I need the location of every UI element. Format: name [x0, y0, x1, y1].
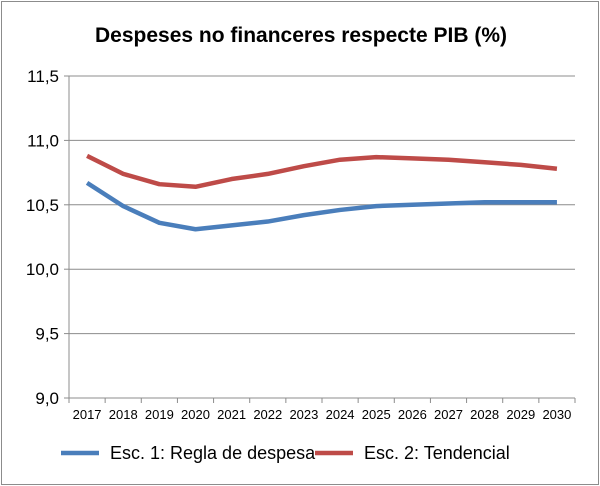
x-tick-label: 2027 [434, 407, 463, 422]
x-tick-label: 2017 [73, 407, 102, 422]
legend-label-2: Esc. 2: Tendencial [364, 443, 510, 463]
y-tick-label: 10,0 [26, 260, 59, 279]
x-tick-label: 2030 [542, 407, 571, 422]
x-tick-labels: 2017 2018 2019 2020 2021 2022 2023 2024 2025 2026… [73, 407, 572, 422]
x-tick-label: 2022 [253, 407, 282, 422]
x-tick-label: 2029 [506, 407, 535, 422]
x-tick-label: 2023 [289, 407, 318, 422]
series-layer [85, 153, 558, 232]
x-tick-label: 2024 [326, 407, 355, 422]
x-tick-label: 2019 [145, 407, 174, 422]
legend-label-1: Esc. 1: Regla de despesa [110, 443, 316, 463]
series-line-1 [85, 181, 557, 232]
chart-title: Despeses no financeres respecte PIB (%) [95, 24, 507, 47]
y-tick-label: 9,5 [35, 325, 59, 344]
series-line-2 [86, 153, 558, 190]
y-tick-label: 9,0 [35, 389, 59, 408]
grid-layer [69, 75, 575, 335]
x-tick-label: 2026 [398, 407, 427, 422]
axis-layer [64, 75, 576, 403]
x-tick-label: 2018 [109, 407, 138, 422]
y-tick-label: 11,5 [27, 67, 59, 86]
x-tick-label: 2025 [362, 407, 391, 422]
y-tick-label: 11,0 [27, 131, 59, 150]
x-tick-label: 2020 [181, 407, 210, 422]
y-tick-label: 10,5 [26, 196, 59, 215]
y-tick-labels: 9,0 9,5 10,0 10,5 11,0 11,5 [26, 67, 59, 408]
x-tick-label: 2028 [470, 407, 499, 422]
legend: Esc. 1: Regla de despesa Esc. 2: Tendenci… [61, 443, 510, 463]
x-tick-label: 2021 [217, 407, 246, 422]
